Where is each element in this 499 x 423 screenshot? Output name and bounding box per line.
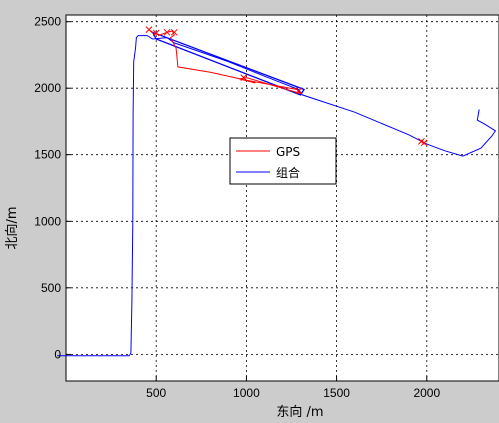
y-tick-label: 500 — [41, 281, 61, 295]
tick-labels: 500 1000 1500 2000 0 500 1000 1500 2000 2500 — [34, 15, 440, 400]
y-axis-label: 北向/m — [4, 206, 20, 249]
series-gps-marker — [240, 74, 248, 81]
y-tick-label: 0 — [54, 347, 61, 361]
y-tick-label: 1500 — [34, 148, 61, 162]
x-tick-label: 500 — [146, 386, 166, 400]
data-series — [57, 26, 497, 357]
x-axis-label: 东向 /m — [276, 404, 323, 420]
series-gps-marker — [170, 28, 178, 36]
series-gps-marker — [295, 87, 303, 95]
legend: GPS 组合 — [229, 137, 337, 185]
x-tick-label: 1500 — [323, 386, 350, 400]
series-gps-marker — [420, 139, 428, 147]
series-gps-marker — [145, 26, 153, 33]
series-gps-marker — [163, 28, 171, 36]
series-gps-marker — [152, 29, 160, 37]
y-tick-label: 2000 — [34, 81, 61, 95]
legend-label-gps: GPS — [276, 145, 300, 159]
series-gps-line — [148, 29, 303, 95]
x-tick-label: 1000 — [233, 386, 260, 400]
x-tick-label: 2000 — [413, 386, 440, 400]
y-tick-label: 1000 — [34, 214, 61, 228]
series-combined-loop — [151, 31, 306, 96]
y-tick-label: 2500 — [34, 15, 61, 29]
legend-box — [229, 137, 337, 185]
legend-label-combined: 组合 — [276, 165, 300, 180]
